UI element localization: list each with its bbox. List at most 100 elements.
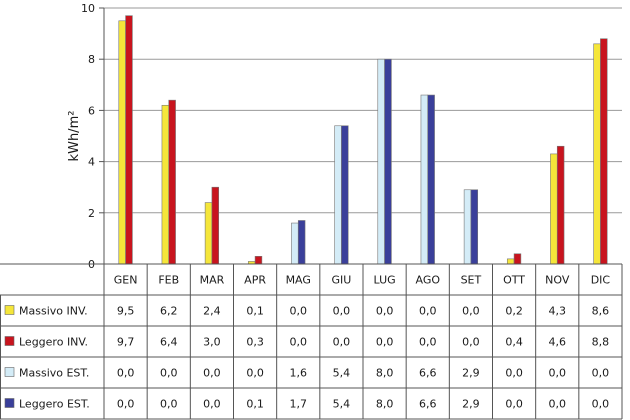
- bar-leggero-inv-feb: [168, 99, 176, 265]
- data-table: GEN FEB MAR APR MAG GIU LUG AGO SET OTT NOV DIC Mass…: [0, 263, 623, 420]
- x-tick-label: LUG: [374, 274, 396, 287]
- data-label: 8,6: [592, 305, 610, 318]
- data-label: 0,1: [246, 398, 264, 411]
- data-label: 1,6: [290, 367, 308, 380]
- legend-swatch: [4, 305, 15, 315]
- data-label: 0,0: [419, 305, 437, 318]
- y-tick-label: 2: [88, 207, 95, 220]
- legend-entry: Leggero INV.: [19, 336, 88, 349]
- x-tick-label: FEB: [158, 274, 179, 287]
- legend-swatch: [4, 367, 15, 377]
- data-label: 0,0: [462, 336, 480, 349]
- data-label: 5,4: [333, 367, 351, 380]
- data-label: 3,0: [203, 336, 221, 349]
- data-label: 8,8: [592, 336, 610, 349]
- data-label: 0,0: [333, 336, 351, 349]
- bar-massivo-est-ago: [420, 94, 429, 265]
- data-label: 9,7: [117, 336, 135, 349]
- data-label: 6,6: [419, 367, 437, 380]
- data-label: 8,0: [376, 367, 394, 380]
- y-tick-label: 4: [88, 156, 95, 169]
- data-label: 0,0: [160, 367, 178, 380]
- bar-leggero-est-set: [470, 189, 479, 265]
- legend-swatch: [4, 336, 15, 346]
- y-tick-label: 8: [88, 53, 95, 66]
- bar-leggero-est-mag: [297, 220, 306, 265]
- x-tick-label: MAG: [286, 274, 311, 287]
- y-axis-label: kWh/m²: [67, 111, 82, 162]
- bar-leggero-inv-apr: [254, 256, 263, 265]
- x-tick-label: DIC: [591, 274, 611, 287]
- bar-leggero-est-giu: [341, 125, 349, 265]
- legend-swatch: [4, 398, 15, 408]
- x-tick-label: AGO: [415, 274, 440, 287]
- data-label: 0,0: [290, 305, 308, 318]
- data-label: 0,0: [376, 336, 394, 349]
- gridlines: [104, 7, 622, 214]
- data-label: 0,0: [203, 367, 221, 380]
- data-label: 6,2: [160, 305, 178, 318]
- x-tick-label: NOV: [545, 274, 570, 287]
- data-label: 9,5: [117, 305, 135, 318]
- y-tick-label: 6: [88, 104, 95, 117]
- bar-massivo-inv-dic: [593, 43, 601, 265]
- bar-massivo-inv-mar: [204, 202, 213, 265]
- data-label: 0,0: [592, 398, 610, 411]
- bar-leggero-inv-mar: [211, 186, 220, 265]
- bar-massivo-inv-ott: [506, 258, 515, 265]
- data-label: 0,0: [592, 367, 610, 380]
- bar-massivo-est-set: [463, 189, 472, 265]
- legend-entry: Massivo INV.: [19, 305, 88, 318]
- data-label: 6,4: [160, 336, 178, 349]
- data-label: 0,0: [505, 367, 523, 380]
- data-label: 0,0: [246, 367, 264, 380]
- bar-leggero-est-lug: [384, 58, 392, 265]
- data-label: 0,3: [246, 336, 264, 349]
- x-tick-label: MAR: [200, 274, 225, 287]
- bar-massivo-est-mag: [291, 222, 299, 265]
- data-label: 0,4: [505, 336, 523, 349]
- data-label: 0,0: [117, 398, 135, 411]
- data-label: 0,0: [462, 305, 480, 318]
- bar-massivo-inv-feb: [161, 104, 170, 265]
- bar-leggero-est-ago: [427, 94, 435, 265]
- bar-leggero-inv-gen: [125, 15, 133, 265]
- data-label: 2,4: [203, 305, 221, 318]
- data-label: 6,6: [419, 398, 437, 411]
- data-label: 0,0: [376, 305, 394, 318]
- bar-massivo-inv-gen: [118, 20, 126, 265]
- x-tick-label: OTT: [503, 274, 525, 287]
- data-label: 2,9: [462, 398, 480, 411]
- data-label: 5,4: [333, 398, 351, 411]
- data-label: 0,0: [333, 305, 351, 318]
- bar-leggero-inv-ott: [513, 253, 522, 265]
- data-label: 0,0: [549, 367, 567, 380]
- data-label: 0,2: [505, 305, 523, 318]
- x-tick-label: SET: [461, 274, 482, 287]
- bar-massivo-est-lug: [377, 58, 385, 265]
- data-label: 0,0: [290, 336, 308, 349]
- bar-leggero-inv-nov: [556, 145, 565, 265]
- x-tick-label: GIU: [332, 274, 352, 287]
- legend-entry: Massivo EST.: [19, 367, 89, 380]
- x-tick-label: APR: [244, 274, 266, 287]
- data-label: 4,3: [549, 305, 567, 318]
- legend-entry: Leggero EST.: [19, 398, 90, 411]
- data-label: 4,6: [549, 336, 567, 349]
- data-label: 0,1: [246, 305, 264, 318]
- data-label: 1,7: [290, 398, 308, 411]
- data-label: 0,0: [549, 398, 567, 411]
- bar-leggero-inv-dic: [600, 38, 608, 265]
- y-tick-label: 10: [81, 2, 95, 15]
- data-label: 0,0: [203, 398, 221, 411]
- bar-massivo-inv-nov: [550, 153, 558, 265]
- data-label: 2,9: [462, 367, 480, 380]
- data-label: 8,0: [376, 398, 394, 411]
- bar-massivo-est-giu: [334, 125, 342, 265]
- data-label: 0,0: [160, 398, 178, 411]
- data-label: 0,0: [117, 367, 135, 380]
- data-label: 0,0: [505, 398, 523, 411]
- data-label: 0,0: [419, 336, 437, 349]
